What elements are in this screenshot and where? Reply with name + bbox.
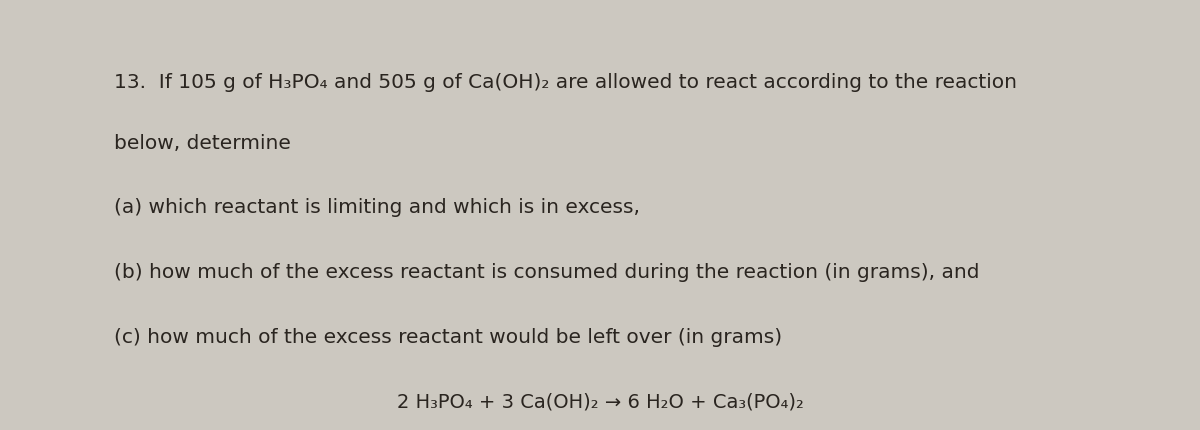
Text: 2 H₃PO₄ + 3 Ca(OH)₂ → 6 H₂O + Ca₃(PO₄)₂: 2 H₃PO₄ + 3 Ca(OH)₂ → 6 H₂O + Ca₃(PO₄)₂: [396, 391, 804, 410]
Text: (b) how much of the excess reactant is consumed during the reaction (in grams), : (b) how much of the excess reactant is c…: [114, 262, 979, 281]
Text: below, determine: below, determine: [114, 133, 290, 152]
Text: (a) which reactant is limiting and which is in excess,: (a) which reactant is limiting and which…: [114, 198, 640, 217]
Text: 13.  If 105 g of H₃PO₄ and 505 g of Ca(OH)₂ are allowed to react according to th: 13. If 105 g of H₃PO₄ and 505 g of Ca(OH…: [114, 73, 1018, 92]
Text: (c) how much of the excess reactant would be left over (in grams): (c) how much of the excess reactant woul…: [114, 327, 782, 346]
